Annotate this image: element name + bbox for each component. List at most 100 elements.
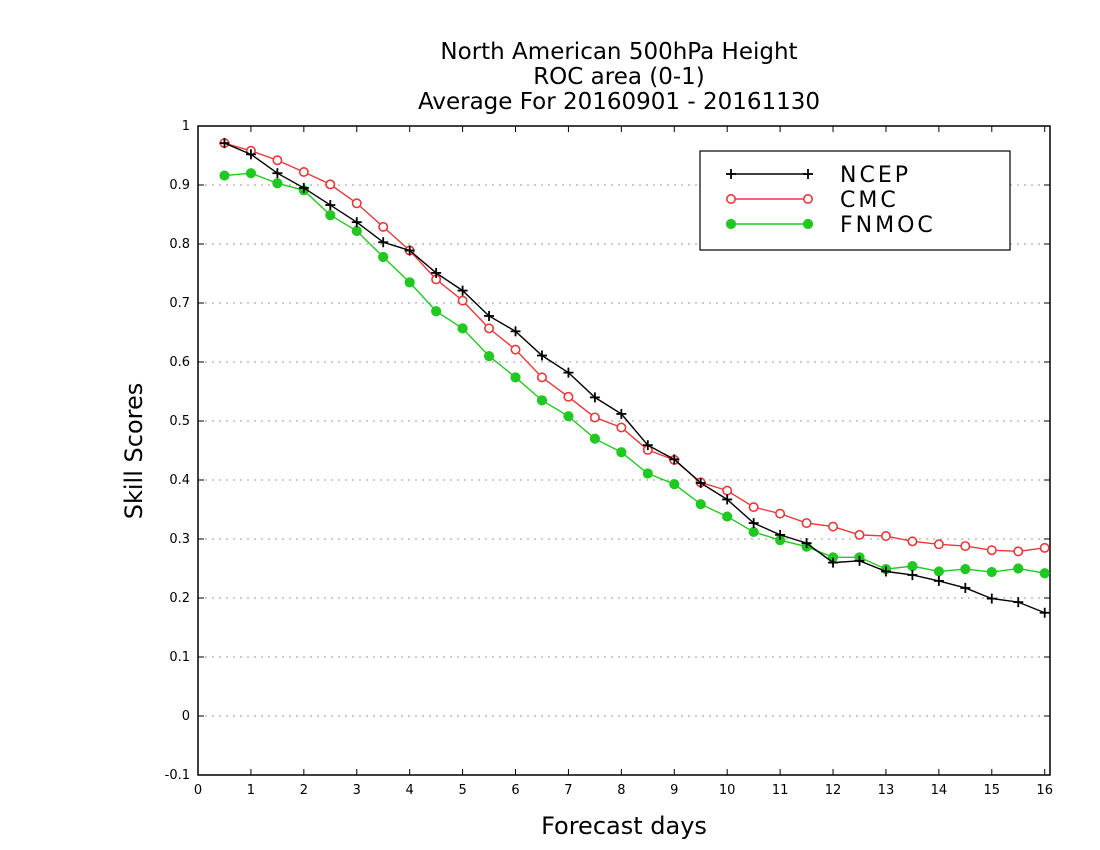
x-tick-label: 15: [984, 783, 1001, 798]
ncep-point: [726, 169, 736, 179]
fnmoc-point: [536, 395, 548, 406]
cmc-point: [510, 344, 521, 355]
x-tick-label: 10: [719, 783, 736, 798]
y-tick-label: 0.5: [169, 414, 190, 429]
x-tick-label: 0: [194, 783, 202, 798]
fnmoc-point: [589, 433, 600, 444]
cmc-point: [801, 518, 812, 529]
x-tick-label: 3: [353, 783, 361, 798]
grid: [198, 184, 1050, 717]
cmc-point: [272, 155, 283, 166]
cmc-point: [854, 529, 865, 540]
ncep-point: [1013, 597, 1024, 608]
chart-title: North American 500hPa Height ROC area (0…: [418, 39, 820, 115]
ncep-point: [669, 454, 680, 465]
x-tick-label: 13: [878, 783, 895, 798]
ncep-point: [642, 440, 653, 451]
x-tick-label: 4: [406, 783, 414, 798]
cmc-point: [484, 323, 495, 334]
plot-frame: [197, 125, 1051, 776]
ncep-point: [775, 529, 786, 540]
ncep-point: [378, 237, 389, 248]
ncep-point: [722, 494, 733, 505]
y-tick-label: 0.6: [169, 355, 190, 370]
y-tick-label: 0.7: [169, 296, 190, 311]
cmc-point: [722, 485, 733, 496]
fnmoc-series: [219, 168, 1050, 579]
y-tick-label: 0.2: [169, 591, 190, 606]
x-tick-label: 5: [458, 783, 466, 798]
ncep-point: [457, 285, 468, 296]
fnmoc-point: [1013, 563, 1024, 574]
fnmoc-point: [325, 209, 336, 221]
fnmoc-point: [722, 511, 733, 522]
ncep-point: [536, 350, 547, 361]
x-tick-label: 8: [617, 783, 625, 798]
ncep-point: [616, 408, 627, 419]
x-tick-label: 2: [300, 783, 308, 798]
ncep-point: [748, 518, 759, 529]
x-tick-label: 7: [564, 783, 572, 798]
series-group: [219, 138, 1050, 618]
cmc-point: [298, 167, 309, 178]
y-axis-label: Skill Scores: [120, 383, 148, 520]
fnmoc-point: [802, 218, 814, 230]
x-tick-label: 12: [825, 783, 842, 798]
x-tick-label: 1: [247, 783, 255, 798]
y-axis-ticks: -0.1 0 0.1 0.2 0.3 0.4 0.5 0.6 0.7 0.8 0.9 1: [165, 119, 1050, 783]
fnmoc-point: [695, 499, 706, 510]
fnmoc-point: [642, 468, 653, 479]
cmc-point: [378, 221, 389, 232]
cmc-point: [933, 539, 944, 550]
ncep-point: [325, 200, 336, 211]
cmc-point: [986, 545, 997, 556]
ncep-series: [219, 138, 1050, 618]
ncep-point: [960, 582, 971, 593]
x-tick-label: 9: [670, 783, 678, 798]
fnmoc-point: [431, 306, 442, 317]
x-axis-label: Forecast days: [541, 812, 707, 840]
cmc-point: [536, 372, 547, 383]
ncep-point: [510, 326, 521, 337]
fnmoc-point: [907, 561, 918, 572]
ncep-point: [431, 267, 442, 278]
x-axis-ticks: 0 1 2 3 4 5 6 7 8 9 10 11 12 13 14 15 16: [194, 126, 1053, 798]
y-tick-label: 1: [182, 119, 190, 134]
y-tick-label: 0.8: [169, 237, 190, 252]
cmc-point: [325, 179, 336, 190]
fnmoc-point: [669, 479, 680, 490]
ncep-point: [404, 245, 415, 256]
y-tick-label: 0.4: [169, 473, 190, 488]
fnmoc-point: [351, 225, 362, 237]
fnmoc-point: [725, 218, 737, 230]
cmc-point: [589, 412, 600, 423]
x-tick-label: 14: [931, 783, 948, 798]
fnmoc-point: [510, 372, 521, 383]
ncep-point: [880, 566, 891, 577]
cmc-point: [1013, 546, 1024, 557]
ncep-point: [907, 569, 918, 580]
fnmoc-point: [933, 566, 944, 577]
fnmoc-point: [616, 447, 627, 458]
x-tick-label: 11: [772, 783, 789, 798]
cmc-point: [563, 391, 574, 402]
fnmoc-point: [219, 170, 230, 181]
cmc-point: [802, 194, 813, 205]
legend-box: [699, 150, 1011, 251]
cmc-point: [828, 521, 839, 532]
cmc-point: [907, 536, 918, 547]
cmc-point: [960, 541, 971, 552]
ncep-point: [563, 367, 574, 378]
y-tick-label: 0.1: [169, 650, 190, 665]
ncep-point: [986, 593, 997, 604]
fnmoc-point: [272, 178, 283, 189]
ncep-point: [219, 138, 230, 149]
y-tick-label: 0.3: [169, 532, 190, 547]
fnmoc-point: [748, 526, 759, 538]
ncep-point: [272, 168, 283, 179]
ncep-point: [245, 149, 256, 160]
ncep-point: [589, 392, 600, 403]
cmc-point: [1039, 542, 1050, 553]
